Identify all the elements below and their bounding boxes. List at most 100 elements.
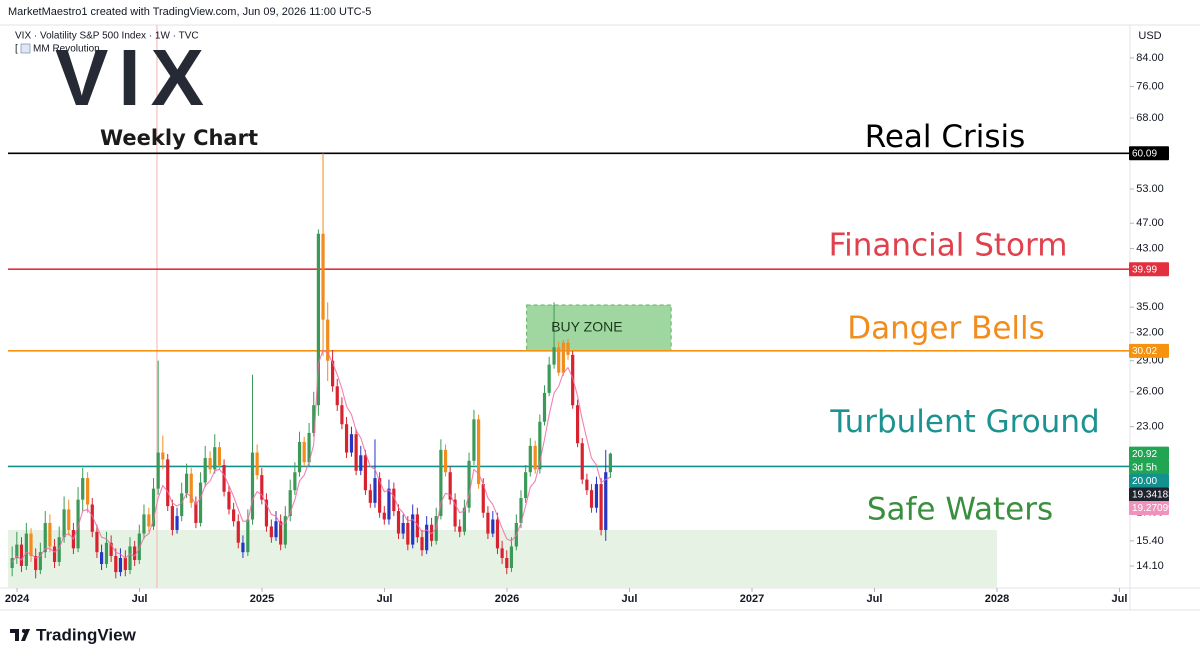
zone-label: Financial Storm bbox=[829, 228, 1068, 264]
candle-body bbox=[62, 509, 66, 538]
y-tick-label: 68.00 bbox=[1136, 112, 1164, 124]
zone-label: Turbulent Ground bbox=[829, 404, 1099, 440]
candle-body bbox=[34, 556, 38, 571]
candle bbox=[335, 378, 339, 412]
candle-body bbox=[147, 514, 151, 527]
candle-body bbox=[302, 441, 306, 463]
candle bbox=[241, 535, 245, 559]
candle-body bbox=[524, 472, 528, 499]
price-badge-label: 19.270990 bbox=[1132, 503, 1180, 514]
candle-body bbox=[557, 347, 561, 373]
candle bbox=[594, 476, 599, 513]
candle bbox=[429, 517, 434, 547]
candle bbox=[585, 473, 589, 495]
candle bbox=[458, 519, 462, 538]
candle-body bbox=[561, 342, 565, 373]
candle-body bbox=[194, 502, 198, 523]
x-tick-label: Jul bbox=[132, 593, 148, 605]
candle-body bbox=[542, 392, 547, 422]
subtitle: Weekly Chart bbox=[100, 126, 258, 150]
candle bbox=[246, 509, 250, 557]
candle bbox=[406, 516, 410, 551]
candle bbox=[288, 479, 292, 522]
candle bbox=[255, 444, 259, 480]
candle-body bbox=[76, 499, 80, 549]
currency: USD bbox=[1138, 30, 1161, 42]
candle bbox=[589, 484, 594, 513]
candle bbox=[128, 537, 132, 575]
candle-body bbox=[335, 386, 339, 406]
candle bbox=[67, 499, 71, 536]
candle-body bbox=[472, 419, 476, 461]
candle bbox=[425, 516, 429, 555]
candle-body bbox=[500, 548, 504, 559]
x-tick-label: 2027 bbox=[740, 593, 764, 605]
candle bbox=[448, 466, 452, 505]
candle-body bbox=[368, 490, 372, 503]
candle bbox=[217, 441, 222, 470]
candle bbox=[580, 438, 584, 485]
candle bbox=[396, 504, 401, 540]
price-badge-label: 3d 5h bbox=[1132, 462, 1157, 473]
y-tick-label: 23.00 bbox=[1136, 421, 1164, 433]
candle-body bbox=[246, 519, 250, 553]
candle bbox=[472, 409, 476, 466]
candle-body bbox=[604, 472, 608, 530]
y-tick-label: 76.00 bbox=[1136, 80, 1164, 92]
candle-body bbox=[608, 453, 613, 473]
candle bbox=[99, 544, 104, 571]
candle-body bbox=[566, 342, 570, 355]
candle bbox=[505, 550, 509, 575]
zone-label: Real Crisis bbox=[865, 119, 1026, 155]
candle bbox=[453, 493, 457, 532]
candle-body bbox=[486, 512, 490, 534]
candle bbox=[575, 399, 580, 448]
candle-body bbox=[255, 452, 259, 476]
candle bbox=[321, 153, 325, 356]
candle-body bbox=[519, 498, 523, 523]
candle bbox=[293, 462, 297, 495]
candle bbox=[81, 467, 85, 512]
candle-body bbox=[415, 514, 419, 538]
candle-body bbox=[349, 434, 354, 453]
candle-body bbox=[67, 509, 71, 530]
candle-body bbox=[288, 490, 292, 517]
candle bbox=[486, 506, 490, 540]
x-tick-label: Jul bbox=[1112, 593, 1128, 605]
brand-logo bbox=[10, 629, 30, 641]
candle-body bbox=[48, 522, 52, 547]
candle bbox=[38, 542, 42, 575]
candle bbox=[344, 416, 349, 459]
candle-body bbox=[189, 473, 193, 503]
logo-text: VIX bbox=[55, 33, 214, 122]
candle bbox=[326, 302, 330, 382]
brand: TradingView bbox=[36, 625, 137, 644]
candle-body bbox=[585, 479, 589, 491]
candle bbox=[95, 524, 99, 559]
candle-body bbox=[594, 484, 599, 508]
candle bbox=[462, 499, 466, 536]
candle-body bbox=[137, 533, 141, 560]
buy-zone-label: BUY ZONE bbox=[551, 319, 622, 335]
candle bbox=[491, 511, 495, 538]
candle bbox=[147, 507, 151, 532]
y-tick-label: 14.10 bbox=[1136, 560, 1164, 572]
candle bbox=[142, 504, 146, 540]
candle bbox=[500, 540, 504, 564]
level-badge-label: 60.09 bbox=[1132, 148, 1157, 159]
price-badge-label: 19.341832 bbox=[1132, 490, 1180, 501]
y-tick-label: 43.00 bbox=[1136, 242, 1164, 254]
candle bbox=[604, 449, 608, 541]
x-tick-label: 2025 bbox=[250, 593, 274, 605]
candle-body bbox=[217, 447, 222, 466]
candle-body bbox=[396, 511, 401, 534]
candle-body bbox=[330, 360, 335, 387]
candle-body bbox=[425, 524, 429, 551]
price-badge bbox=[1129, 487, 1169, 502]
brand-dot bbox=[22, 629, 26, 633]
candle bbox=[156, 360, 160, 495]
candle-body bbox=[378, 478, 382, 513]
level-badge-label: 20.00 bbox=[1132, 476, 1157, 487]
candle-body bbox=[222, 465, 226, 492]
